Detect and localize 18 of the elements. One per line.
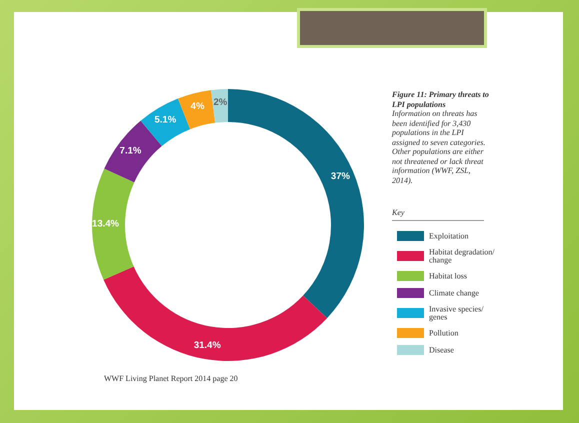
legend-label: Pollution [429,328,458,338]
legend-label: Habitat loss [429,272,467,280]
legend-label: Climate change [429,288,480,298]
data-label: 2% [213,97,228,108]
data-label: 37% [330,170,350,182]
legend-label: Habitat degradation/ change [429,248,497,264]
legend-label: Invasive species/ genes [429,304,486,322]
data-label: 4% [190,100,205,112]
data-label: 5.1% [154,114,177,126]
text: WWF Living Planet Report 2014 page 20 [104,374,238,383]
legend-label: Exploitation [429,232,469,240]
legend-label: Disease [429,346,454,354]
data-label: 7.1% [120,145,142,156]
data-label: 13.4% [92,218,120,230]
text: Information on threats has been identified for 3,430 populations in the LPI assigned to seven categories. Other populations are either not threatened or lack threat information (WWF, ZSL, 2014). [392,109,486,185]
legend-title: Key [392,208,484,221]
data-label: 31.4% [194,340,222,352]
text: Figure 11: Primary threats to LPI populations [392,90,489,108]
